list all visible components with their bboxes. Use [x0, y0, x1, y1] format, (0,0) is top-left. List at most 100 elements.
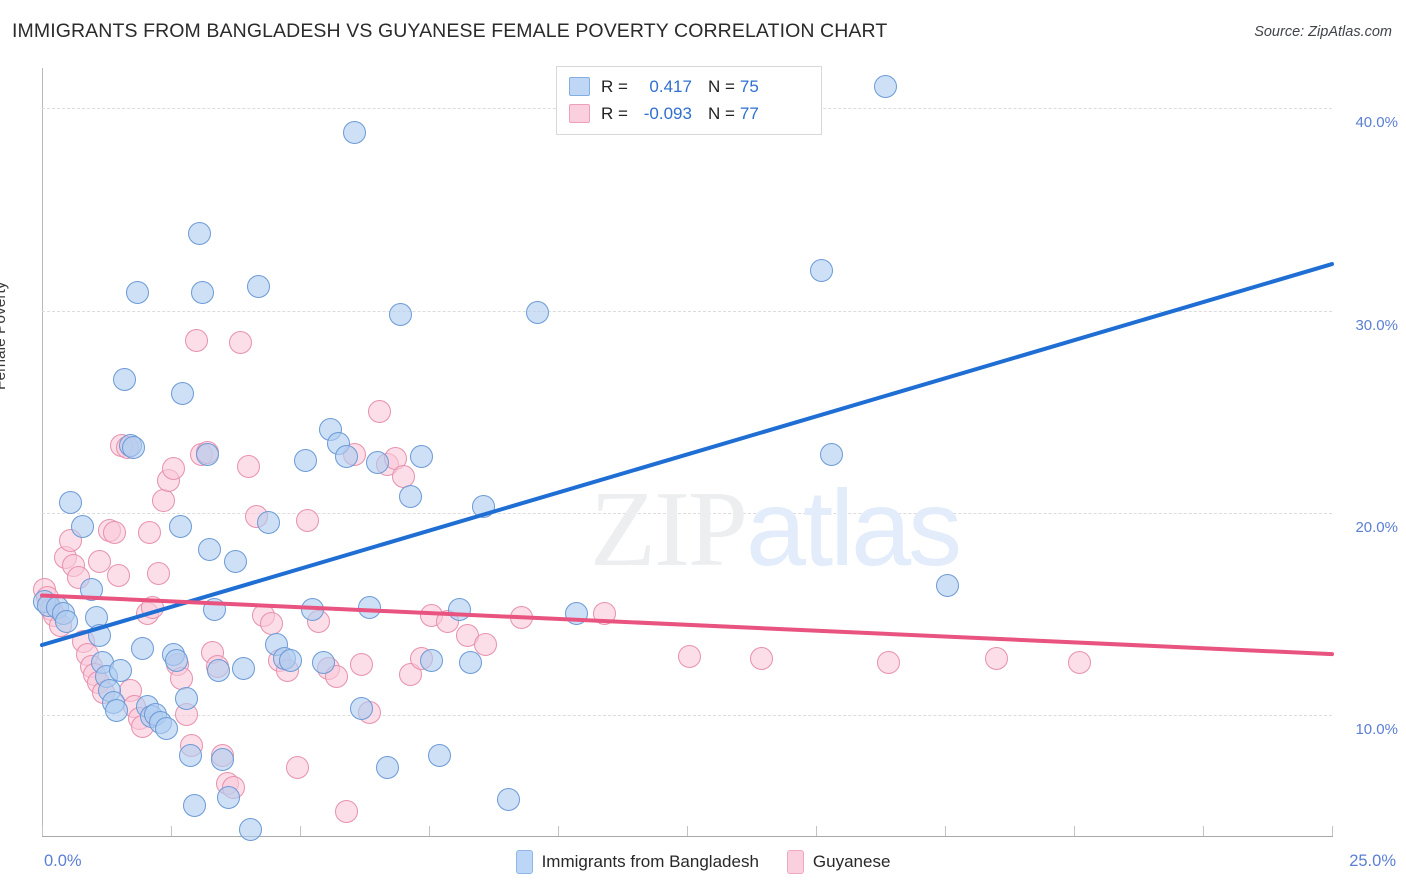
scatter-point[interactable]	[70, 515, 94, 539]
x-axis-tick	[300, 826, 301, 836]
scatter-point[interactable]	[229, 331, 253, 355]
scatter-point[interactable]	[236, 454, 260, 478]
scatter-point[interactable]	[296, 509, 320, 533]
r-label-blue: R =	[601, 76, 628, 96]
gridline	[42, 310, 1332, 312]
scatter-point[interactable]	[750, 646, 774, 670]
scatter-point[interactable]	[678, 644, 702, 668]
scatter-point[interactable]	[102, 521, 126, 545]
scatter-point[interactable]	[420, 648, 444, 672]
scatter-point[interactable]	[334, 800, 358, 824]
r-label-pink: R =	[601, 103, 628, 123]
scatter-point[interactable]	[471, 495, 495, 519]
scatter-point[interactable]	[256, 511, 280, 535]
legend-swatch-bangladesh-icon	[515, 850, 533, 874]
scatter-point[interactable]	[985, 646, 1009, 670]
r-value-pink: -0.093	[643, 103, 692, 123]
scatter-point[interactable]	[239, 818, 263, 842]
scatter-point[interactable]	[592, 602, 616, 626]
scatter-point[interactable]	[350, 652, 374, 676]
scatter-point[interactable]	[137, 521, 161, 545]
scatter-point[interactable]	[168, 515, 192, 539]
scatter-point[interactable]	[311, 650, 335, 674]
scatter-point[interactable]	[88, 624, 112, 648]
scatter-point[interactable]	[151, 489, 175, 512]
series-swatch-guyanese-icon	[569, 104, 590, 123]
scatter-point[interactable]	[108, 658, 132, 682]
x-axis-min-label: 0.0%	[44, 852, 82, 870]
scatter-point[interactable]	[293, 448, 317, 472]
scatter-point[interactable]	[279, 648, 303, 672]
scatter-point[interactable]	[155, 717, 179, 741]
scatter-point[interactable]	[164, 648, 188, 672]
scatter-point[interactable]	[217, 786, 241, 810]
x-axis-tick	[1332, 826, 1333, 836]
scatter-point[interactable]	[427, 743, 451, 767]
scatter-point[interactable]	[365, 450, 389, 474]
x-axis-line	[42, 836, 1333, 837]
scatter-point[interactable]	[162, 456, 186, 480]
scatter-point[interactable]	[285, 755, 309, 779]
legend-item-guyanese[interactable]: Guyanese	[786, 850, 890, 874]
n-label-pink: N =	[707, 103, 735, 123]
scatter-point[interactable]	[125, 280, 149, 304]
scatter-point[interactable]	[231, 656, 255, 680]
scatter-point[interactable]	[55, 610, 79, 634]
source-attribution: Source: ZipAtlas.com	[1254, 24, 1392, 40]
scatter-point[interactable]	[191, 280, 215, 304]
scatter-point[interactable]	[497, 788, 521, 812]
scatter-point[interactable]	[334, 444, 358, 468]
scatter-point[interactable]	[122, 436, 146, 460]
scatter-point[interactable]	[376, 755, 400, 779]
scatter-point[interactable]	[88, 549, 112, 573]
scatter-point[interactable]	[564, 602, 588, 626]
scatter-point[interactable]	[206, 658, 230, 682]
scatter-point[interactable]	[1067, 650, 1091, 674]
scatter-point[interactable]	[247, 274, 271, 298]
scatter-point[interactable]	[342, 121, 366, 145]
n-label-blue: N =	[707, 76, 735, 96]
legend-item-bangladesh[interactable]: Immigrants from Bangladesh	[515, 850, 759, 874]
scatter-point[interactable]	[876, 650, 900, 674]
scatter-point[interactable]	[179, 743, 203, 767]
scatter-point[interactable]	[203, 598, 227, 622]
scatter-point[interactable]	[368, 400, 392, 424]
series-legend: Immigrants from Bangladesh Guyanese	[0, 850, 1406, 874]
scatter-point[interactable]	[358, 596, 382, 620]
y-axis-tick-label: 30.0%	[1355, 316, 1398, 334]
scatter-point[interactable]	[141, 596, 165, 620]
x-axis-tick	[1203, 826, 1204, 836]
scatter-point[interactable]	[350, 697, 374, 721]
scatter-point[interactable]	[211, 747, 235, 771]
scatter-point[interactable]	[448, 598, 472, 622]
scatter-point[interactable]	[260, 612, 284, 636]
scatter-point[interactable]	[170, 381, 194, 405]
scatter-point[interactable]	[224, 549, 247, 573]
scatter-point[interactable]	[389, 303, 413, 327]
scatter-point[interactable]	[510, 606, 534, 630]
scatter-point[interactable]	[195, 442, 219, 466]
scatter-point[interactable]	[936, 573, 960, 597]
scatter-point[interactable]	[146, 561, 170, 585]
scatter-point[interactable]	[399, 484, 423, 508]
scatter-point[interactable]	[174, 687, 198, 711]
scatter-point[interactable]	[106, 563, 130, 587]
scatter-point[interactable]	[874, 74, 898, 98]
scatter-point[interactable]	[458, 650, 482, 674]
scatter-point[interactable]	[185, 329, 209, 353]
scatter-point[interactable]	[198, 537, 222, 561]
scatter-point[interactable]	[187, 222, 211, 246]
scatter-point[interactable]	[819, 442, 843, 466]
scatter-point[interactable]	[409, 444, 433, 468]
scatter-point[interactable]	[105, 699, 129, 723]
scatter-point[interactable]	[474, 632, 498, 656]
r-value-blue: 0.417	[649, 76, 692, 96]
scatter-point[interactable]	[58, 491, 82, 515]
scatter-point[interactable]	[809, 258, 833, 282]
scatter-point[interactable]	[182, 794, 206, 818]
scatter-point[interactable]	[525, 301, 549, 325]
scatter-point[interactable]	[79, 577, 103, 601]
scatter-point[interactable]	[113, 367, 137, 391]
scatter-point[interactable]	[131, 636, 155, 660]
n-value-pink: 77	[739, 103, 759, 123]
